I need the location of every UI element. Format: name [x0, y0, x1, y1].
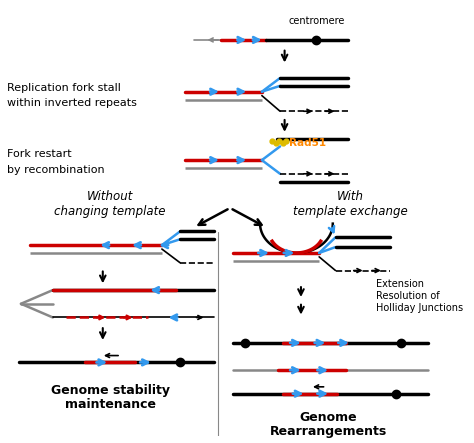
Text: centromere: centromere — [288, 16, 345, 26]
Text: template exchange: template exchange — [292, 206, 408, 218]
Text: Fork restart: Fork restart — [7, 149, 72, 159]
Text: Extension: Extension — [375, 279, 423, 289]
Text: changing template: changing template — [55, 206, 166, 218]
Text: Replication fork stall: Replication fork stall — [7, 83, 121, 93]
Text: Without: Without — [87, 190, 133, 203]
Text: Holliday Junctions: Holliday Junctions — [375, 303, 463, 313]
Text: Genome: Genome — [300, 411, 357, 424]
Text: With: With — [337, 190, 364, 203]
Text: Rearrangements: Rearrangements — [270, 425, 387, 438]
Text: maintenance: maintenance — [64, 397, 155, 411]
Text: Genome stability: Genome stability — [51, 384, 170, 397]
Text: Rad51: Rad51 — [289, 137, 326, 148]
Text: within inverted repeats: within inverted repeats — [7, 98, 137, 109]
Text: Resolution of: Resolution of — [375, 291, 439, 301]
Text: by recombination: by recombination — [7, 165, 105, 175]
